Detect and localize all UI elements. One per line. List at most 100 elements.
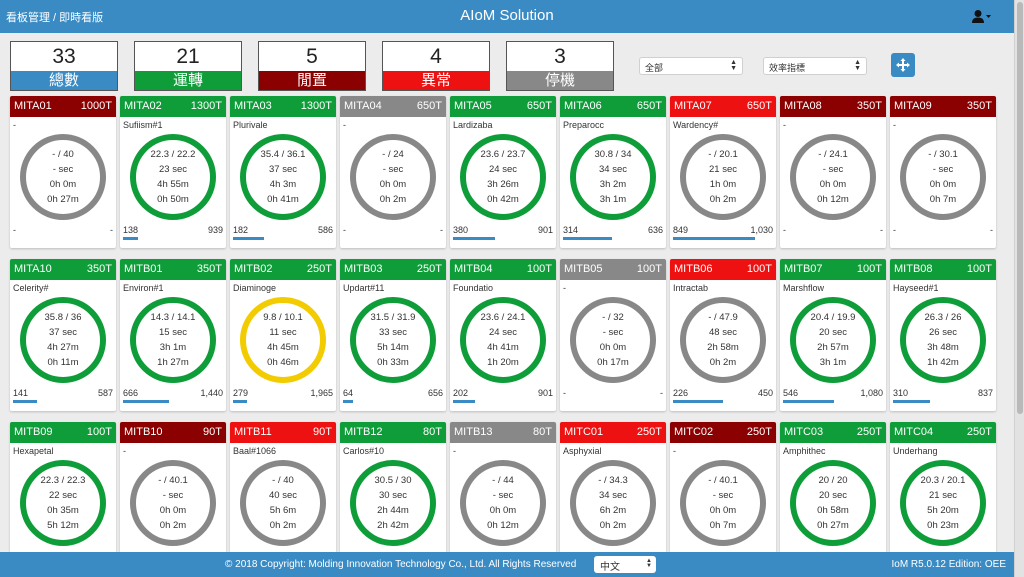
status-ring bbox=[900, 134, 986, 220]
machine-id: MITA06 bbox=[564, 100, 602, 112]
machine-card[interactable]: MITB03 250T Updart#11 31.5 / 31.9 33 sec 5h 1… bbox=[340, 259, 446, 411]
machine-card[interactable]: MITB13 80T - - / 44 - sec 0h 0m 0h 12m bbox=[450, 422, 556, 574]
mold-name: Environ#1 bbox=[123, 283, 164, 293]
machine-id: MITB03 bbox=[344, 263, 383, 275]
machine-card[interactable]: MITB02 250T Diaminoge 9.8 / 10.1 11 sec 4h 45… bbox=[230, 259, 336, 411]
produced-count: 314 bbox=[563, 225, 579, 235]
machine-header: MITC02 250T bbox=[670, 422, 776, 443]
run-duration: 0h 0m bbox=[929, 179, 957, 190]
cycle-seconds: 24 sec bbox=[489, 164, 517, 175]
rearrange-button[interactable] bbox=[891, 53, 915, 77]
cycle-seconds: - sec bbox=[932, 164, 954, 175]
machine-card[interactable]: MITB10 90T - - / 40.1 - sec 0h 0m 0h 2m bbox=[120, 422, 226, 574]
scrollbar-thumb[interactable] bbox=[1017, 2, 1023, 414]
machine-tonnage: 80T bbox=[423, 426, 442, 438]
machine-card[interactable]: MITB06 100T Intractab - / 47.9 48 sec 2h 58m 0… bbox=[670, 259, 776, 411]
mold-name: Plurivale bbox=[233, 120, 268, 130]
run-duration: 5h 20m bbox=[927, 505, 959, 516]
stat-stopped[interactable]: 3 停機 bbox=[506, 41, 614, 91]
cycle-seconds: 15 sec bbox=[159, 327, 187, 338]
app-title: AIoM Solution bbox=[460, 7, 554, 24]
cycle-time: 9.8 / 10.1 bbox=[263, 312, 303, 323]
machine-card[interactable]: MITC01 250T Asphyxial - / 34.3 34 sec 6h 2m 0h… bbox=[560, 422, 666, 574]
machine-card[interactable]: MITB05 100T - - / 32 - sec 0h 0m 0h 17m - - bbox=[560, 259, 666, 411]
machine-card[interactable]: MITA08 350T - - / 24.1 - sec 0h 0m 0h 12m - - bbox=[780, 96, 886, 248]
machine-id: MITC04 bbox=[894, 426, 934, 438]
run-duration: 2h 57m bbox=[817, 342, 849, 353]
machine-tonnage: 1000T bbox=[80, 100, 112, 112]
cycle-seconds: 34 sec bbox=[599, 164, 627, 175]
target-count: 450 bbox=[757, 388, 773, 398]
idle-duration: 0h 2m bbox=[269, 520, 297, 531]
machine-card[interactable]: MITC03 250T Amphithec 20 / 20 20 sec 0h 58m 0h… bbox=[780, 422, 886, 574]
status-ring bbox=[130, 460, 216, 546]
machine-card[interactable]: MITA07 650T Wardency# - / 20.1 21 sec 1h 0m 0h… bbox=[670, 96, 776, 248]
machine-card[interactable]: MITB12 80T Carlos#10 30.5 / 30 30 sec 2h 44m 2… bbox=[340, 422, 446, 574]
machine-card[interactable]: MITA09 350T - - / 30.1 - sec 0h 0m 0h 7m - - bbox=[890, 96, 996, 248]
run-duration: 6h 2m bbox=[599, 505, 627, 516]
target-count: - bbox=[880, 225, 883, 235]
cycle-time: 26.3 / 26 bbox=[924, 312, 962, 323]
idle-duration: 0h 7m bbox=[709, 520, 737, 531]
cycle-time: - / 40 bbox=[52, 149, 74, 160]
user-menu[interactable] bbox=[972, 9, 992, 25]
target-count: - bbox=[990, 225, 993, 235]
machine-card[interactable]: MITB08 100T Hayseed#1 26.3 / 26 26 sec 3h 48m… bbox=[890, 259, 996, 411]
machine-card[interactable]: MITA05 650T Lardizaba 23.6 / 23.7 24 sec 3h 2… bbox=[450, 96, 556, 248]
machine-card[interactable]: MITC04 250T Underhang 20.3 / 20.1 21 sec 5h 2… bbox=[890, 422, 996, 574]
stat-idle[interactable]: 5 閒置 bbox=[258, 41, 366, 91]
group-select[interactable]: 全部 ▲ ▼ bbox=[639, 57, 743, 75]
stat-abnormal[interactable]: 4 異常 bbox=[382, 41, 490, 91]
cycle-seconds: 11 sec bbox=[269, 327, 297, 338]
cycle-time: - / 44 bbox=[492, 475, 514, 486]
run-duration: 2h 44m bbox=[377, 505, 409, 516]
machine-card[interactable]: MITA02 1300T Sufiism#1 22.3 / 22.2 23 sec 4h … bbox=[120, 96, 226, 248]
metric-select[interactable]: 效率指標 ▲ ▼ bbox=[763, 57, 867, 75]
idle-duration: 1h 42m bbox=[927, 357, 959, 368]
machine-header: MITB06 100T bbox=[670, 259, 776, 280]
page-scrollbar[interactable] bbox=[1014, 0, 1024, 577]
machine-header: MITB12 80T bbox=[340, 422, 446, 443]
stat-total[interactable]: 33 總數 bbox=[10, 41, 118, 91]
machine-header: MITC03 250T bbox=[780, 422, 886, 443]
breadcrumb[interactable]: 看板管理 / 即時看版 bbox=[6, 12, 104, 24]
machine-card[interactable]: MITA03 1300T Plurivale 35.4 / 36.1 37 sec 4h … bbox=[230, 96, 336, 248]
produced-count: 546 bbox=[783, 388, 799, 398]
machine-header: MITA05 650T bbox=[450, 96, 556, 117]
mold-name: Sufiism#1 bbox=[123, 120, 163, 130]
machine-header: MITB03 250T bbox=[340, 259, 446, 280]
production-progress-bar bbox=[673, 400, 723, 403]
machine-card[interactable]: MITC02 250T - - / 40.1 - sec 0h 0m 0h 7m bbox=[670, 422, 776, 574]
production-progress-bar bbox=[343, 400, 353, 403]
produced-count: 310 bbox=[893, 388, 909, 398]
machine-card[interactable]: MITA01 1000T - - / 40 - sec 0h 0m 0h 27m - - bbox=[10, 96, 116, 248]
ring-metrics: - / 34.3 34 sec 6h 2m 0h 2m bbox=[570, 460, 656, 546]
cycle-seconds: 40 sec bbox=[269, 490, 297, 501]
machine-card[interactable]: MITB04 100T Foundatio 23.6 / 24.1 24 sec 4h 4… bbox=[450, 259, 556, 411]
machine-tonnage: 1300T bbox=[300, 100, 332, 112]
machine-card[interactable]: MITB07 100T Marshflow 20.4 / 19.9 20 sec 2h 5… bbox=[780, 259, 886, 411]
user-icon bbox=[972, 10, 991, 23]
machine-card[interactable]: MITA04 650T - - / 24 - sec 0h 0m 0h 2m - - bbox=[340, 96, 446, 248]
cycle-seconds: 20 sec bbox=[819, 327, 847, 338]
production-progress-bar bbox=[453, 237, 495, 240]
cycle-time: 23.6 / 23.7 bbox=[480, 149, 526, 160]
cycle-time: 30.8 / 34 bbox=[594, 149, 632, 160]
target-count: 1,030 bbox=[750, 225, 773, 235]
language-select[interactable]: 中文 ▲ ▼ bbox=[594, 556, 656, 573]
mold-name: Lardizaba bbox=[453, 120, 493, 130]
machine-card[interactable]: MITB09 100T Hexapetal 22.3 / 22.3 22 sec 0h 3… bbox=[10, 422, 116, 574]
ring-metrics: 35.4 / 36.1 37 sec 4h 3m 0h 41m bbox=[240, 134, 326, 220]
stat-running[interactable]: 21 運轉 bbox=[134, 41, 242, 91]
machine-card[interactable]: MITB11 90T Baal#1066 - / 40 40 sec 5h 6m 0h 2m bbox=[230, 422, 336, 574]
machine-card[interactable]: MITB01 350T Environ#1 14.3 / 14.1 15 sec 3h 1… bbox=[120, 259, 226, 411]
machine-header: MITC01 250T bbox=[560, 422, 666, 443]
mold-name: - bbox=[893, 120, 896, 130]
machine-card[interactable]: MITA10 350T Celerity# 35.8 / 36 37 sec 4h 27m… bbox=[10, 259, 116, 411]
machine-card[interactable]: MITA06 650T Preparocc 30.8 / 34 34 sec 3h 2m 3… bbox=[560, 96, 666, 248]
machine-tonnage: 90T bbox=[313, 426, 332, 438]
top-bar: 看板管理 / 即時看版 AIoM Solution bbox=[0, 0, 1014, 33]
idle-duration: 0h 2m bbox=[709, 194, 737, 205]
machine-header: MITA09 350T bbox=[890, 96, 996, 117]
idle-duration: 0h 27m bbox=[817, 520, 849, 531]
